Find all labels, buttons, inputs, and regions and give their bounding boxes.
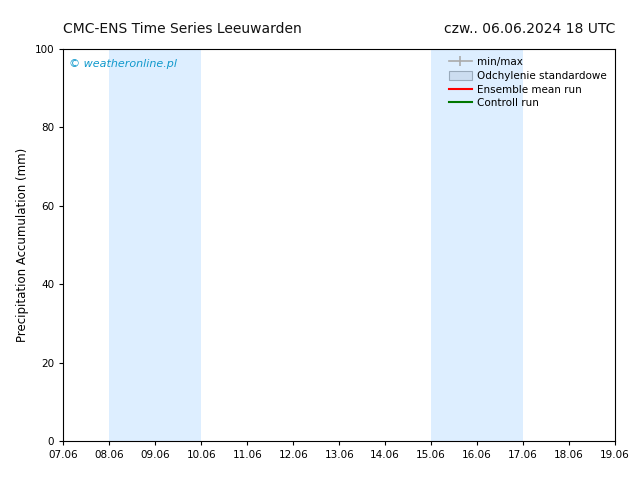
- Legend: min/max, Odchylenie standardowe, Ensemble mean run, Controll run: min/max, Odchylenie standardowe, Ensembl…: [446, 54, 610, 111]
- Bar: [431, 49, 523, 441]
- Text: © weatheronline.pl: © weatheronline.pl: [69, 59, 177, 69]
- Bar: [110, 49, 202, 441]
- Bar: [615, 49, 634, 441]
- Text: czw.. 06.06.2024 18 UTC: czw.. 06.06.2024 18 UTC: [444, 22, 615, 36]
- Text: CMC-ENS Time Series Leeuwarden: CMC-ENS Time Series Leeuwarden: [63, 22, 302, 36]
- Y-axis label: Precipitation Accumulation (mm): Precipitation Accumulation (mm): [16, 148, 29, 342]
